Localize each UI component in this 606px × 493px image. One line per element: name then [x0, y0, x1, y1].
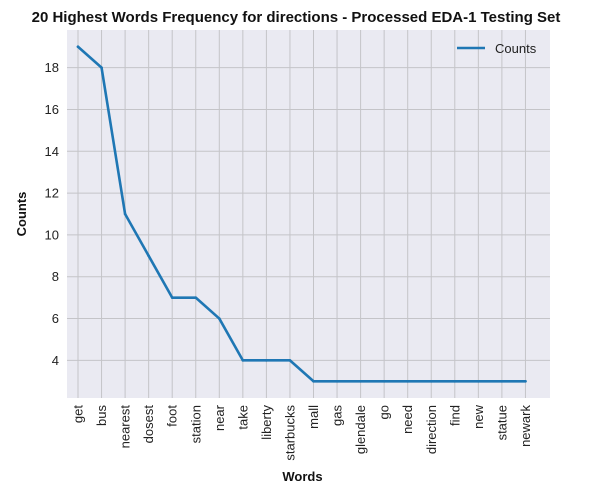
y-tick-label: 8 [52, 269, 59, 284]
x-tick-label-glendale: glendale [353, 405, 368, 454]
plot-area [67, 30, 550, 398]
data-point-direction [429, 379, 433, 383]
data-point-mall [312, 379, 315, 383]
y-axis-ticks: 4 6 8 10 12 14 16 18 [45, 60, 59, 368]
y-tick-label: 10 [45, 227, 59, 242]
x-tick-label-need: need [400, 405, 415, 434]
x-axis-title: Words [282, 469, 322, 484]
data-point-find [453, 379, 457, 383]
legend: Counts [457, 41, 537, 56]
y-tick-label: 14 [45, 144, 59, 159]
x-tick-label-dosest: dosest [141, 405, 156, 444]
y-tick-label: 12 [45, 186, 59, 201]
data-point-newark [524, 379, 527, 383]
legend-label-counts: Counts [495, 41, 537, 56]
x-axis-ticks: get bus nearest dosest foot station near take li… [71, 404, 533, 460]
data-point-take [241, 359, 245, 362]
data-point-bus [100, 66, 103, 69]
y-tick-label: 6 [52, 311, 59, 326]
data-point-gas [335, 379, 339, 383]
data-point-starbucks [288, 359, 292, 362]
x-tick-label-mall: mall [306, 405, 321, 429]
data-point-get [76, 45, 80, 49]
x-tick-label-liberty: liberty [259, 405, 274, 440]
y-axis-title: Counts [14, 192, 29, 237]
data-point-new [477, 379, 480, 383]
x-tick-label-statue: statue [494, 405, 509, 440]
x-tick-label-gas: gas [330, 405, 345, 426]
data-point-glendale [359, 379, 362, 383]
series-layer [76, 45, 527, 383]
x-tick-label-foot: foot [165, 405, 180, 427]
x-tick-label-bus: bus [94, 405, 109, 426]
series-line-counts [76, 45, 527, 383]
x-tick-label-take: take [235, 405, 250, 430]
horizontal-gridlines [67, 67, 550, 361]
x-tick-label-nearest: nearest [118, 405, 133, 449]
x-tick-label-newark: newark [518, 405, 533, 447]
data-point-near [218, 317, 221, 320]
data-point-nearest [123, 212, 127, 216]
data-point-foot [170, 296, 174, 299]
data-point-go [382, 379, 386, 383]
y-tick-label: 18 [45, 60, 59, 75]
data-point-station [194, 296, 198, 299]
x-tick-label-go: go [377, 405, 392, 419]
x-tick-label-find: find [447, 405, 462, 426]
x-tick-label-near: near [212, 404, 227, 431]
vertical-gridlines [77, 30, 526, 398]
data-point-dosest [147, 254, 150, 258]
x-tick-label-get: get [71, 405, 86, 423]
x-tick-label-new: new [471, 404, 486, 428]
data-point-statue [500, 379, 504, 383]
x-tick-label-starbucks: starbucks [282, 405, 297, 461]
y-tick-label: 4 [52, 353, 59, 368]
data-point-need [406, 379, 410, 383]
chart-title: 20 Highest Words Frequency for direction… [32, 9, 561, 26]
y-tick-label: 16 [45, 102, 59, 117]
data-point-liberty [265, 359, 268, 362]
x-tick-label-direction: direction [424, 405, 439, 454]
x-tick-label-station: station [188, 405, 203, 443]
